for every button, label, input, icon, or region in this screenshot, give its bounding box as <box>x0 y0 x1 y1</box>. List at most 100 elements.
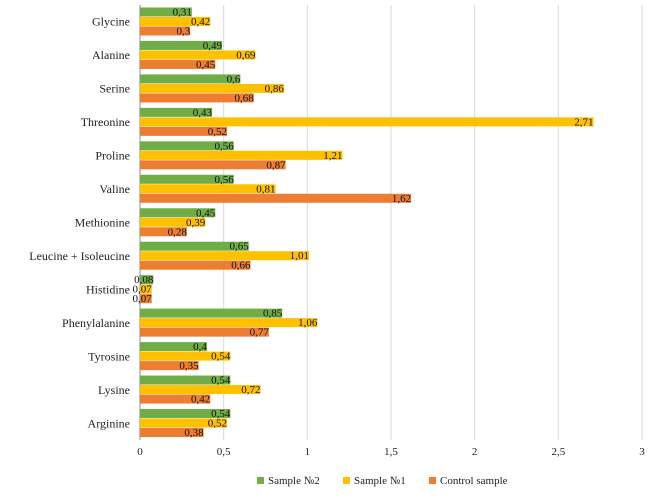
category-label: Arginine <box>88 416 130 430</box>
bar <box>140 83 284 93</box>
bar <box>140 251 310 261</box>
data-label: 0,77 <box>250 327 270 339</box>
data-label: 0,87 <box>266 159 286 171</box>
bar <box>140 227 187 237</box>
data-label: 0,49 <box>203 40 223 52</box>
bar <box>140 308 283 318</box>
bar <box>140 351 231 361</box>
category-label: Valine <box>99 182 130 196</box>
bar <box>140 74 241 84</box>
bar <box>140 16 211 26</box>
bar <box>140 294 152 304</box>
bar <box>140 284 152 294</box>
data-label: 0,72 <box>241 384 260 396</box>
bar <box>140 260 251 270</box>
data-label: 0,56 <box>214 174 234 186</box>
bar <box>140 418 228 428</box>
data-label: 0,52 <box>208 418 227 430</box>
bar <box>140 394 211 404</box>
category-label: Tyrosine <box>88 349 130 363</box>
bar <box>140 174 234 184</box>
legend-label: Control sample <box>440 475 508 487</box>
category-label: Serine <box>99 82 130 96</box>
legend-label: Sample №1 <box>354 475 406 487</box>
data-label: 0,39 <box>186 217 206 229</box>
bar <box>140 385 261 395</box>
bar <box>140 375 231 385</box>
data-label: 0,52 <box>208 126 227 138</box>
bar <box>140 7 192 17</box>
legend-label: Sample №2 <box>268 475 320 487</box>
data-label: 0,66 <box>231 260 251 272</box>
data-label: 1,01 <box>290 250 309 262</box>
data-label: 0,54 <box>211 351 231 363</box>
x-tick-label: 1 <box>305 446 311 458</box>
legend-swatch <box>257 477 264 484</box>
legend-swatch <box>343 477 350 484</box>
data-label: 0,54 <box>211 375 231 387</box>
category-label: Methionine <box>75 216 130 230</box>
bar <box>140 160 286 170</box>
data-label: 0,3 <box>176 25 190 37</box>
bar <box>140 150 343 160</box>
data-label: 0,42 <box>191 394 210 406</box>
x-tick-label: 1,5 <box>384 446 398 458</box>
data-label: 0,07 <box>132 293 152 305</box>
data-label: 0,56 <box>214 140 234 152</box>
bar <box>140 141 234 151</box>
bar <box>140 93 254 103</box>
data-label: 0,38 <box>184 427 204 439</box>
category-label: Glycine <box>92 15 130 29</box>
bar <box>140 126 228 136</box>
data-label: 0,08 <box>134 274 154 286</box>
bar <box>140 318 318 328</box>
category-label: Proline <box>95 149 130 163</box>
data-label: 0,35 <box>179 360 199 372</box>
category-label: Threonine <box>81 115 130 129</box>
bar <box>140 193 412 203</box>
data-label: 0,6 <box>227 73 241 85</box>
bar <box>140 59 216 69</box>
bar <box>140 50 256 60</box>
x-tick-label: 2 <box>472 446 478 458</box>
bar <box>140 217 206 227</box>
data-label: 0,45 <box>196 207 216 219</box>
bar <box>140 40 222 50</box>
category-label: Histidine <box>86 282 130 296</box>
data-label: 0,07 <box>132 284 152 296</box>
data-label: 1,62 <box>392 193 411 205</box>
bar <box>140 342 207 352</box>
data-label: 0,42 <box>191 16 210 28</box>
x-tick-label: 2,5 <box>551 446 565 458</box>
bar <box>140 409 231 419</box>
bar <box>140 117 594 127</box>
bar <box>140 184 276 194</box>
data-label: 0,85 <box>263 308 283 320</box>
bar <box>140 107 212 117</box>
bar <box>140 361 199 371</box>
data-label: 0,4 <box>193 341 207 353</box>
data-label: 0,43 <box>193 107 213 119</box>
x-tick-label: 3 <box>639 446 645 458</box>
bar <box>140 208 216 218</box>
x-tick-label: 0 <box>137 446 143 458</box>
bar <box>140 241 249 251</box>
data-label: 0,69 <box>236 49 256 61</box>
category-label: Alanine <box>92 48 130 62</box>
data-label: 0,68 <box>235 92 255 104</box>
bar <box>140 275 154 285</box>
data-label: 0,45 <box>196 59 216 71</box>
bar <box>140 428 204 438</box>
data-label: 0,28 <box>168 226 188 238</box>
data-label: 1,21 <box>323 150 342 162</box>
data-label: 2,71 <box>574 116 593 128</box>
data-label: 1,06 <box>298 317 318 329</box>
category-label: Phenylalanine <box>62 316 130 330</box>
category-label: Leucine + Isoleucine <box>29 249 130 263</box>
data-label: 0,81 <box>256 183 275 195</box>
data-label: 0,65 <box>230 241 250 253</box>
category-label: Lysine <box>98 383 130 397</box>
bar <box>140 26 191 36</box>
data-label: 0,86 <box>265 83 285 95</box>
x-tick-label: 0,5 <box>217 446 231 458</box>
